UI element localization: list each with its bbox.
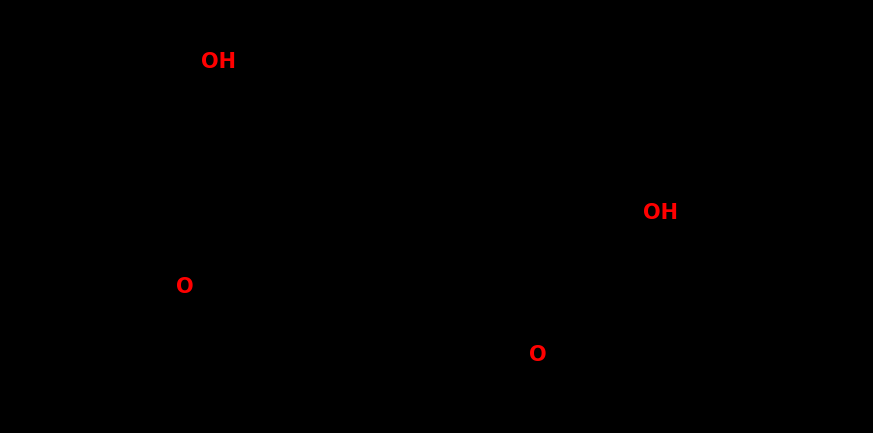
Text: OH: OH bbox=[643, 203, 677, 223]
Text: OH: OH bbox=[201, 52, 236, 72]
Text: O: O bbox=[176, 277, 194, 297]
Text: O: O bbox=[529, 345, 546, 365]
